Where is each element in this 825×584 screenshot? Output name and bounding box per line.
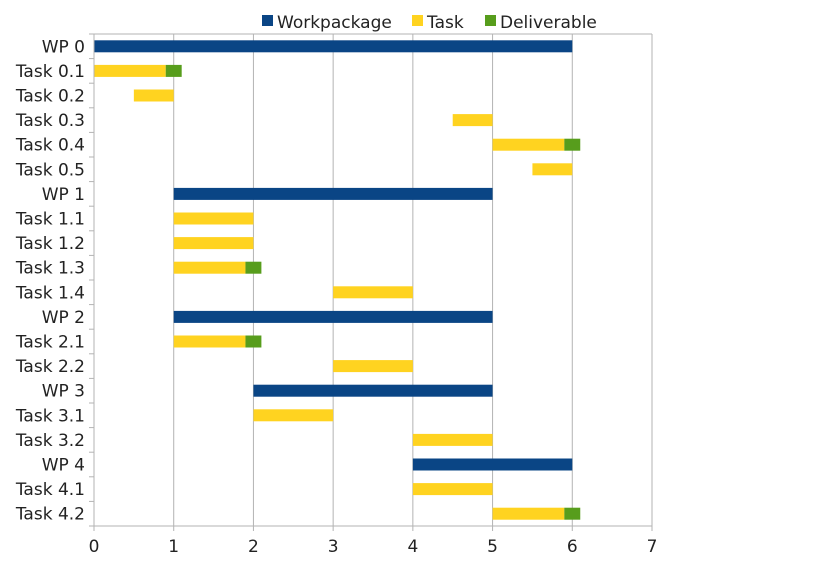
legend-swatch	[485, 15, 496, 26]
task-bar	[333, 360, 413, 373]
x-axis-tick-label: 3	[328, 537, 339, 557]
y-axis-label: Task 0.1	[15, 62, 85, 82]
y-axis-label: Task 4.2	[15, 505, 85, 525]
x-axis-tick-label: 6	[567, 537, 578, 557]
y-axis-label: Task 0.2	[15, 87, 85, 107]
task-bar	[173, 335, 246, 348]
task-bar	[333, 286, 413, 299]
workpackage-bar	[412, 458, 573, 471]
task-bar	[492, 507, 565, 520]
task-bar	[133, 89, 174, 102]
deliverable-bar	[245, 335, 262, 348]
task-bar	[173, 212, 254, 225]
y-axis-label: Task 4.1	[15, 480, 85, 500]
y-axis-label: Task 0.4	[15, 136, 85, 156]
x-axis-tick-label: 5	[487, 537, 498, 557]
y-axis-labels: WP 0 Task 0.1 Task 0.2 Task 0.3 Task 0.4 Task…	[15, 37, 85, 524]
task-bar	[173, 261, 246, 274]
x-axis-tick-label: 4	[407, 537, 418, 557]
task-bar	[452, 114, 493, 127]
y-axis-label: Task 1.1	[15, 210, 85, 230]
x-axis-tick-label: 0	[89, 537, 100, 557]
task-bar	[253, 409, 334, 422]
y-axis-label: WP 1	[42, 185, 85, 205]
y-axis-label: Task 1.3	[15, 259, 85, 279]
y-axis-label: WP 4	[42, 456, 85, 476]
deliverable-bar	[564, 507, 581, 520]
legend-swatch	[262, 15, 273, 26]
y-axis-label: Task 1.4	[15, 283, 85, 303]
chart-grid	[93, 33, 653, 526]
deliverable-bar	[564, 138, 581, 151]
deliverable-bar	[245, 261, 262, 274]
task-bar	[412, 483, 493, 496]
chart-axes	[89, 33, 653, 531]
y-axis-label: Task 0.3	[15, 111, 85, 131]
workpackage-bar	[173, 310, 493, 323]
y-axis-label: Task 3.2	[15, 431, 85, 451]
task-bar	[173, 237, 254, 250]
legend-label: Task	[426, 13, 464, 33]
x-axis-tick-label: 7	[647, 537, 658, 557]
y-axis-label: Task 2.2	[15, 357, 85, 377]
y-axis-label: Task 3.1	[15, 406, 85, 426]
x-axis-tick-label: 2	[248, 537, 259, 557]
y-axis-label: Task 2.1	[15, 333, 85, 353]
y-axis-label: Task 1.2	[15, 234, 85, 254]
workpackage-bar	[94, 40, 573, 53]
legend-label: Deliverable	[500, 13, 597, 33]
y-axis-label: Task 0.5	[15, 160, 85, 180]
chart-legend: Workpackage Task Deliverable	[262, 13, 597, 33]
y-axis-label: WP 0	[42, 37, 85, 57]
task-bar	[492, 138, 565, 151]
x-axis-labels: 0 1 2 3 4 5 6 7	[89, 537, 658, 557]
x-axis-tick-label: 1	[168, 537, 179, 557]
task-bar	[94, 64, 166, 77]
workpackage-bar	[253, 384, 493, 397]
y-axis-label: WP 3	[42, 382, 85, 402]
task-bar	[412, 433, 493, 446]
task-bar	[532, 163, 573, 176]
deliverable-bar	[165, 64, 182, 77]
workpackage-bar	[173, 187, 493, 200]
legend-label: Workpackage	[277, 13, 392, 33]
y-axis-label: WP 2	[42, 308, 85, 328]
legend-swatch	[412, 15, 423, 26]
chart-bars	[94, 40, 581, 520]
